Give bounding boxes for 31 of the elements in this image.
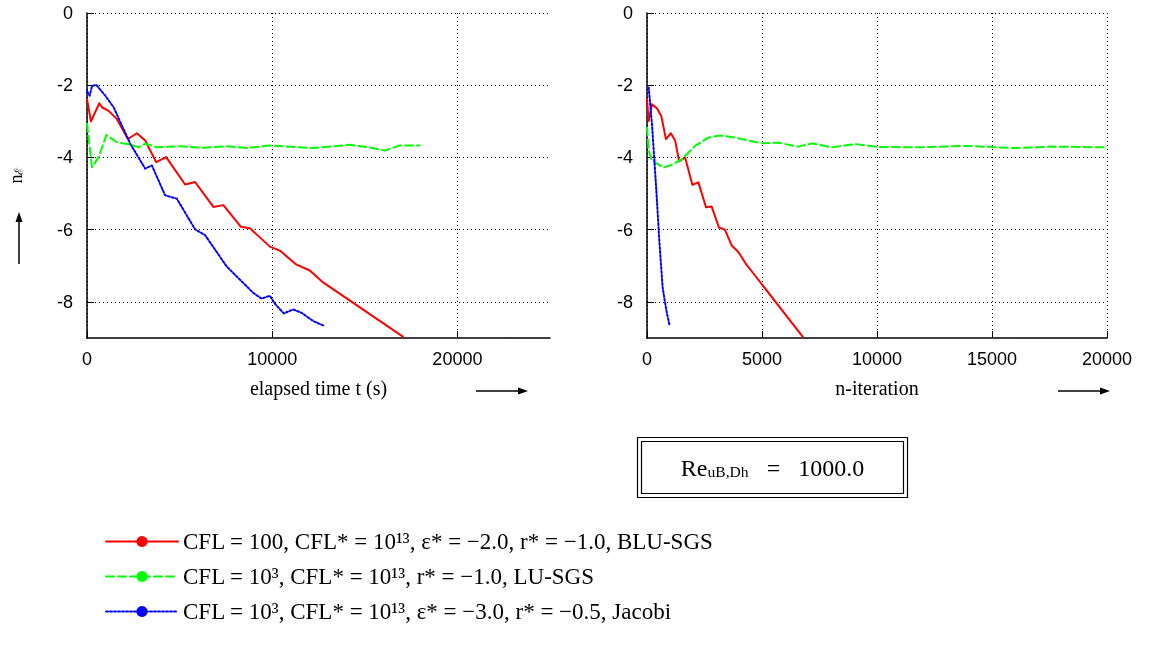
- legend-label: CFL = 10³, CFL* = 10¹³, r* = −1.0, LU-SGS: [183, 564, 595, 589]
- x-tick-label: 0: [81, 349, 93, 369]
- text: ReuB,Dh = 1000.0: [680, 454, 865, 481]
- x-tick-label: 0: [641, 349, 653, 369]
- y-tick-label: -8: [616, 291, 633, 312]
- y-tick-label: -6: [56, 219, 73, 240]
- x-axis-title: elapsed time t (s): [249, 377, 388, 400]
- x-tick-label: 10000: [851, 349, 903, 369]
- line-series: [86, 98, 404, 338]
- x-tick-label: 20000: [432, 349, 483, 369]
- line-series: [646, 98, 804, 338]
- y-tick-label: 0: [62, 3, 73, 23]
- line-series: [86, 83, 326, 328]
- legend-label: CFL = 100, CFL* = 10¹³, ε* = −2.0, r* = −1.0, BLU-SGS: [183, 529, 713, 554]
- y-tick-label: -2: [616, 75, 633, 96]
- y-axis-title: nℰ: [5, 166, 26, 184]
- y-tick-label: -4: [616, 147, 633, 168]
- y-tick-label: -2: [56, 75, 73, 96]
- y-tick-label: -6: [616, 219, 633, 240]
- x-tick-label: 10000: [247, 349, 298, 369]
- line-series: [86, 122, 421, 169]
- legend-label: CFL = 10³, CFL* = 10¹³, ε* = −3.0, r* = −0.5, Jacobi: [183, 599, 672, 624]
- x-tick-label: 5000: [741, 349, 783, 369]
- x-axis-title: n-iteration: [835, 377, 919, 399]
- y-tick-label: 0: [622, 3, 633, 23]
- x-tick-label: 15000: [966, 349, 1018, 369]
- y-tick-label: -8: [56, 291, 73, 312]
- y-tick-label: -4: [56, 147, 73, 168]
- line-series: [647, 86, 671, 327]
- line-series: [646, 126, 1108, 169]
- x-tick-label: 20000: [1081, 349, 1133, 369]
